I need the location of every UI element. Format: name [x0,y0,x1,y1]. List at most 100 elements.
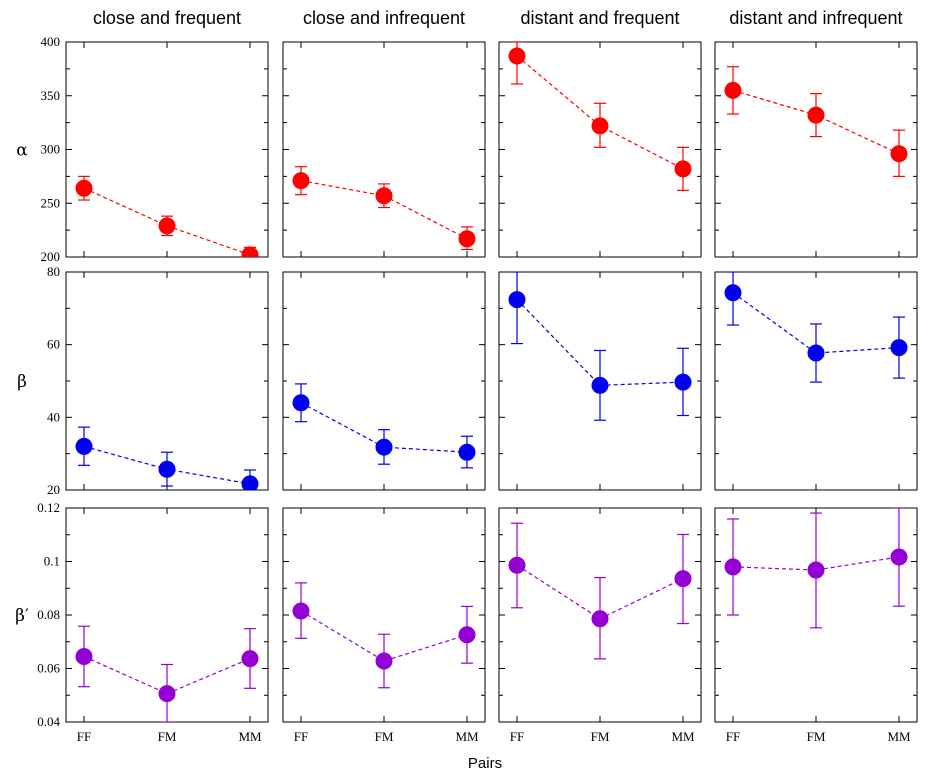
data-point [375,187,393,205]
panel-data [508,522,692,660]
panel-data [75,175,259,257]
y-tick-label: 350 [41,88,61,103]
data-point [807,344,825,362]
panel [65,507,269,723]
data-point [724,284,742,302]
data-point [508,556,526,574]
x-tick-label: FM [158,729,177,744]
data-point [674,570,692,588]
panel [498,41,702,258]
data-point [674,373,692,391]
row-label: α [16,141,28,161]
panel [714,271,918,491]
y-tick-label: 250 [41,195,61,210]
y-tick-label: 40 [47,409,60,424]
data-point [75,179,93,197]
panel-data [508,272,692,421]
y-tick-label: 0.12 [37,500,60,515]
x-tick-label: FF [510,729,524,744]
y-tick-label: 0.06 [37,661,60,676]
data-point [375,438,393,456]
x-tick-label: FF [77,729,91,744]
x-tick-label: FM [591,729,610,744]
panel [282,41,486,258]
data-point [75,437,93,455]
panel-data [724,66,908,177]
panel [498,507,702,723]
y-tick-label: 300 [41,142,61,157]
data-point [807,106,825,124]
y-tick-label: 0.1 [44,554,60,569]
data-point [724,558,742,576]
panel-data [75,426,259,490]
data-point [375,652,393,670]
panel-frame [282,41,486,258]
data-point [158,217,176,235]
panel [714,507,918,723]
data-point [807,561,825,579]
panel-frame [714,41,918,258]
data-point [890,145,908,163]
data-point [158,685,176,703]
data-point [458,626,476,644]
series-line [83,655,251,695]
data-point [890,548,908,566]
y-tick-label: 80 [47,264,60,279]
panel-data [292,582,476,689]
panel [282,507,486,723]
x-tick-label: MM [455,729,479,744]
panel-data [292,166,476,251]
panel-frame [498,41,702,258]
data-point [292,394,310,412]
x-tick-label: MM [671,729,695,744]
data-point [241,475,259,490]
data-point [591,610,609,628]
data-point [292,602,310,620]
data-point [292,172,310,190]
panel-data [724,508,908,629]
column-title: distant and infrequent [729,8,902,28]
data-point [458,230,476,248]
data-point [241,650,259,668]
data-point [724,81,742,99]
x-tick-label: MM [238,729,262,744]
data-point [591,376,609,394]
panel [282,271,486,491]
panel-data [292,383,476,469]
column-title: distant and frequent [520,8,679,28]
x-axis-label: Pairs [468,755,502,772]
panel-data [508,42,692,191]
data-point [890,339,908,357]
column-title: close and infrequent [303,8,465,28]
x-tick-label: FM [807,729,826,744]
row-label: β′ [15,606,29,626]
y-tick-label: 0.08 [37,607,60,622]
data-point [75,647,93,665]
y-tick-label: 400 [41,34,61,49]
panel [498,271,702,491]
x-tick-label: FF [294,729,308,744]
data-point [674,160,692,178]
y-tick-label: 0.04 [37,714,60,729]
panel-frame [282,507,486,723]
x-tick-label: MM [887,729,911,744]
panel-data [724,272,908,383]
row-label: β [17,372,27,392]
panel [714,41,918,258]
y-tick-label: 20 [47,482,60,497]
x-tick-label: FM [375,729,394,744]
data-point [508,291,526,309]
panel [65,41,269,258]
panel [65,271,269,491]
data-point [241,246,259,257]
column-title: close and frequent [93,8,241,28]
data-point [508,47,526,65]
series-line [300,610,468,662]
y-tick-label: 60 [47,337,60,352]
x-tick-label: FF [726,729,740,744]
y-tick-label: 200 [41,249,61,264]
data-point [458,443,476,461]
data-point [158,460,176,478]
data-point [591,117,609,135]
